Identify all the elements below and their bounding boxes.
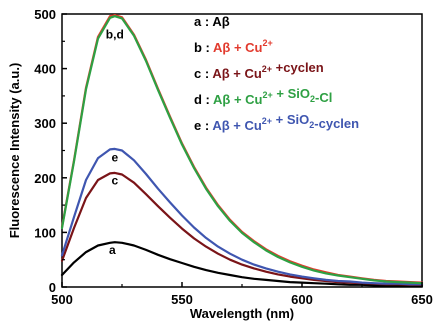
x-axis-title: Wavelength (nm) [190, 306, 294, 321]
y-tick-label: 400 [34, 62, 56, 77]
legend-entry-d: d : Aβ + Cu2+ + SiO2-Cl [194, 86, 332, 107]
y-tick-label: 100 [34, 225, 56, 240]
x-tick-label: 550 [171, 292, 193, 307]
y-axis-title: Fluorescence Intensity (a.u.) [7, 63, 22, 239]
x-tick-label: 500 [51, 292, 73, 307]
legend: a : Aβ b : Aβ + Cu2+ c : Aβ + Cu2+ +cyclen… [194, 14, 359, 133]
y-tick-label: 0 [49, 280, 56, 295]
series-d-line [60, 15, 424, 285]
series-a-line [60, 241, 424, 287]
legend-letter: c : [194, 66, 212, 81]
curve-label-1: e [111, 150, 118, 164]
legend-entry-c: c : Aβ + Cu2+ +cyclen [194, 60, 324, 81]
y-tick-label: 300 [34, 116, 56, 131]
curve-label-2: c [111, 173, 118, 187]
y-axis: 0 100 200 300 400 500 [34, 7, 67, 295]
curves [60, 14, 424, 287]
x-tick-label: 600 [291, 292, 313, 307]
legend-entry-b: b : Aβ + Cu2+ [194, 38, 273, 55]
x-tick-label: 650 [411, 292, 433, 307]
legend-entry-a: a : Aβ [194, 14, 230, 29]
series-c-line [60, 171, 424, 286]
x-axis: 500 550 600 650 [51, 282, 433, 307]
curve-label-0: b,d [106, 28, 124, 42]
legend-letter: b : [194, 40, 213, 55]
series-e-line [60, 147, 424, 286]
curve-labels: b,d ec a [106, 28, 124, 258]
legend-entry-e: e : Aβ + Cu2+ + SiO2-cyclen [194, 112, 359, 133]
y-tick-label: 200 [34, 171, 56, 186]
legend-letter: a : [194, 14, 212, 29]
legend-letter: d : [194, 92, 213, 107]
legend-letter: e : [194, 118, 212, 133]
y-tick-label: 500 [34, 7, 56, 22]
curve-label-3: a [109, 243, 116, 257]
